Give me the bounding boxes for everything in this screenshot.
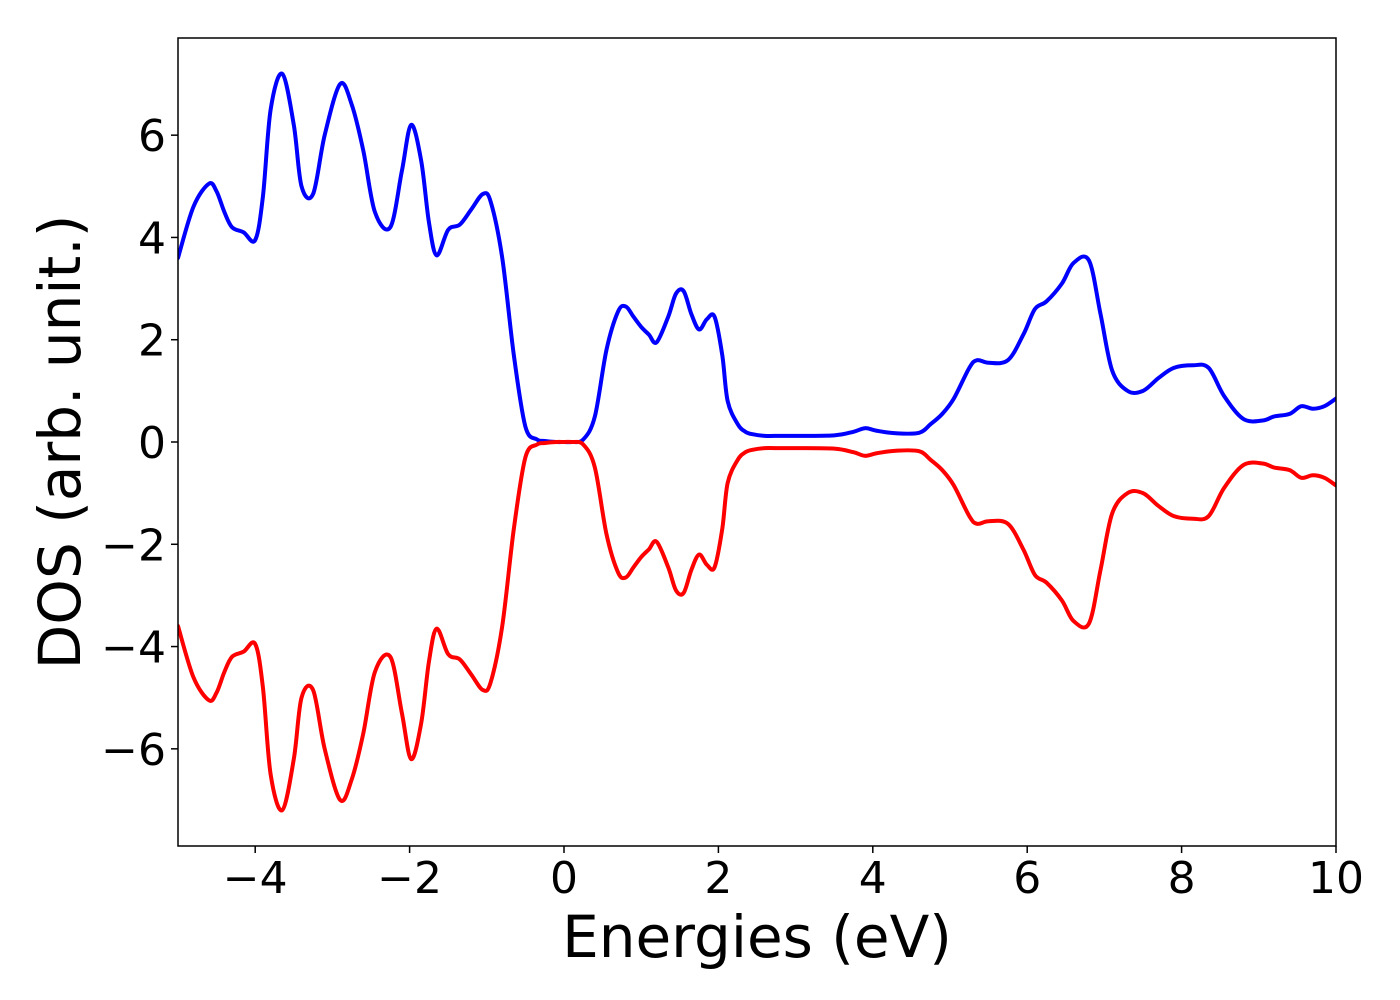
x-tick-label: 0 (550, 853, 578, 904)
x-tick-label: 4 (859, 853, 887, 904)
series-line-1 (178, 71, 1336, 445)
plot-frame (177, 37, 1337, 847)
x-axis-ticks: −4 −2 0 2 4 6 8 10 (223, 846, 1364, 904)
y-tick-label: −6 (101, 725, 166, 776)
x-tick-label: −4 (223, 853, 288, 904)
y-tick-label: −2 (101, 520, 166, 571)
series-line-2 (178, 439, 1336, 813)
y-tick-label: 4 (138, 213, 166, 264)
x-axis-label: Energies (eV) (562, 903, 952, 971)
y-tick-label: 0 (138, 418, 166, 469)
x-tick-label: 6 (1013, 853, 1041, 904)
x-tick-label: 8 (1168, 853, 1196, 904)
x-tick-label: −2 (377, 853, 442, 904)
series-layer (178, 71, 1336, 813)
x-tick-label: 2 (704, 853, 732, 904)
y-tick-label: −4 (101, 623, 166, 674)
y-axis-ticks: −6 −4 −2 0 2 4 6 (101, 111, 178, 776)
x-tick-label: 10 (1308, 853, 1364, 904)
y-axis-label: DOS (arb. unit.) (26, 215, 94, 670)
y-tick-label: 6 (138, 111, 166, 162)
y-tick-label: 2 (138, 316, 166, 367)
